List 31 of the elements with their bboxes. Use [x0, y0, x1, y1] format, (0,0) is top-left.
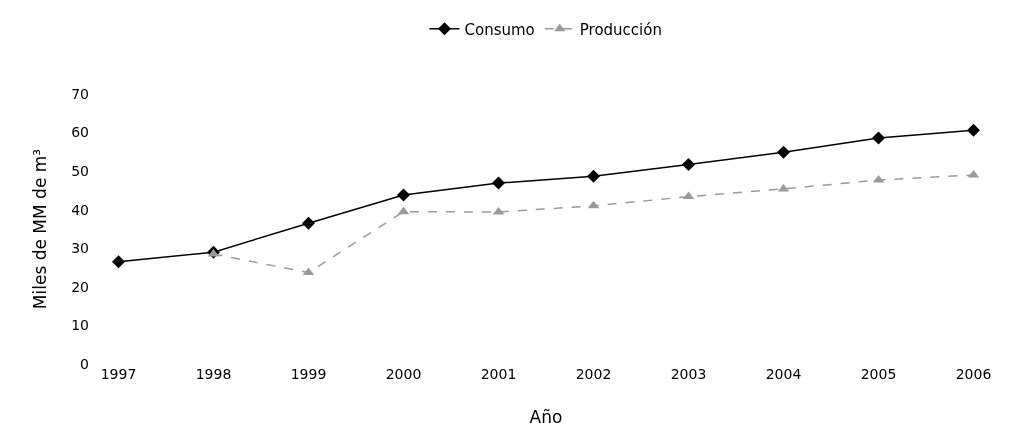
x-tick-label: 2003: [670, 366, 707, 382]
point: [872, 131, 885, 145]
x-tick-label: 1997: [100, 366, 137, 382]
y-tick-label: 20: [71, 278, 89, 295]
point: [777, 145, 790, 159]
y-tick-label: 10: [71, 317, 89, 334]
x-tick-label: 2001: [480, 366, 517, 382]
point: [967, 123, 980, 137]
y-tick-label: 50: [71, 163, 89, 180]
legend-label: Consumo: [464, 20, 535, 39]
point: [587, 169, 600, 183]
x-tick-label: 1999: [290, 366, 327, 382]
x-tick-label: 2002: [575, 366, 612, 382]
x-tick-label: 1998: [195, 366, 232, 382]
y-tick-label: 0: [80, 355, 89, 372]
point: [112, 255, 125, 269]
y-tick-label: 30: [71, 240, 89, 257]
point: [302, 216, 315, 230]
point: [397, 188, 410, 202]
point: [492, 176, 505, 190]
y-tick-label: 40: [71, 201, 89, 218]
x-tick-label: 2000: [385, 366, 422, 382]
x-axis-title: Año: [529, 407, 563, 428]
point: [682, 158, 695, 172]
y-axis-title: Miles de MM de m³: [29, 148, 50, 310]
x-tick-label: 2004: [765, 366, 802, 382]
x-tick-label: 2006: [955, 366, 992, 382]
x-tick-label: 2005: [860, 366, 897, 382]
y-tick-label: 60: [71, 124, 89, 141]
y-tick-label: 70: [71, 85, 89, 102]
legend-label: Producción: [579, 20, 662, 39]
